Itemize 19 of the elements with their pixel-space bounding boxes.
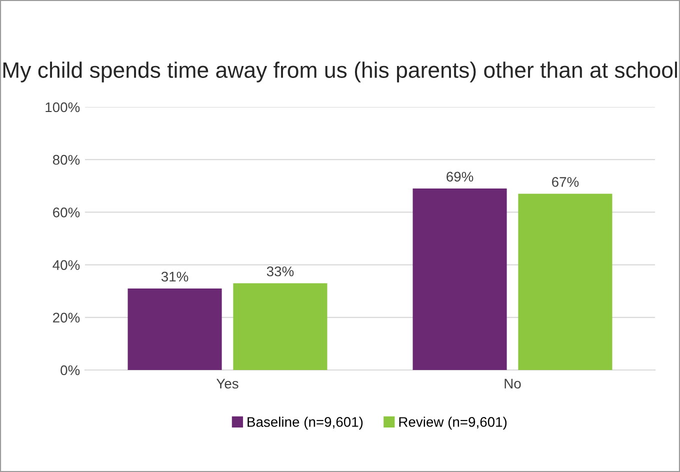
y-tick-label: 40% <box>52 260 80 270</box>
x-tick-label: Yes <box>216 378 238 389</box>
y-tick-label: 20% <box>53 312 80 323</box>
data-label: 67% <box>552 177 579 187</box>
legend-label: Review (n=9,601) <box>399 416 507 430</box>
data-label: 69% <box>446 172 474 182</box>
y-tick-label: 100% <box>46 102 80 112</box>
y-tick-label: 0% <box>60 365 80 376</box>
data-label: 31% <box>161 272 188 282</box>
chart-title: My child spends time away from us (his parents) other than at school <box>3 62 677 82</box>
y-tick-label: 80% <box>52 154 80 165</box>
bar <box>233 283 328 370</box>
data-label: 33% <box>266 266 294 276</box>
legend-label: Baseline (n=9,601) <box>248 416 363 430</box>
y-tick-label: 60% <box>53 208 80 218</box>
bar <box>518 194 612 370</box>
bar <box>128 288 222 370</box>
bar <box>412 188 507 370</box>
x-tick-label: No <box>504 378 521 389</box>
